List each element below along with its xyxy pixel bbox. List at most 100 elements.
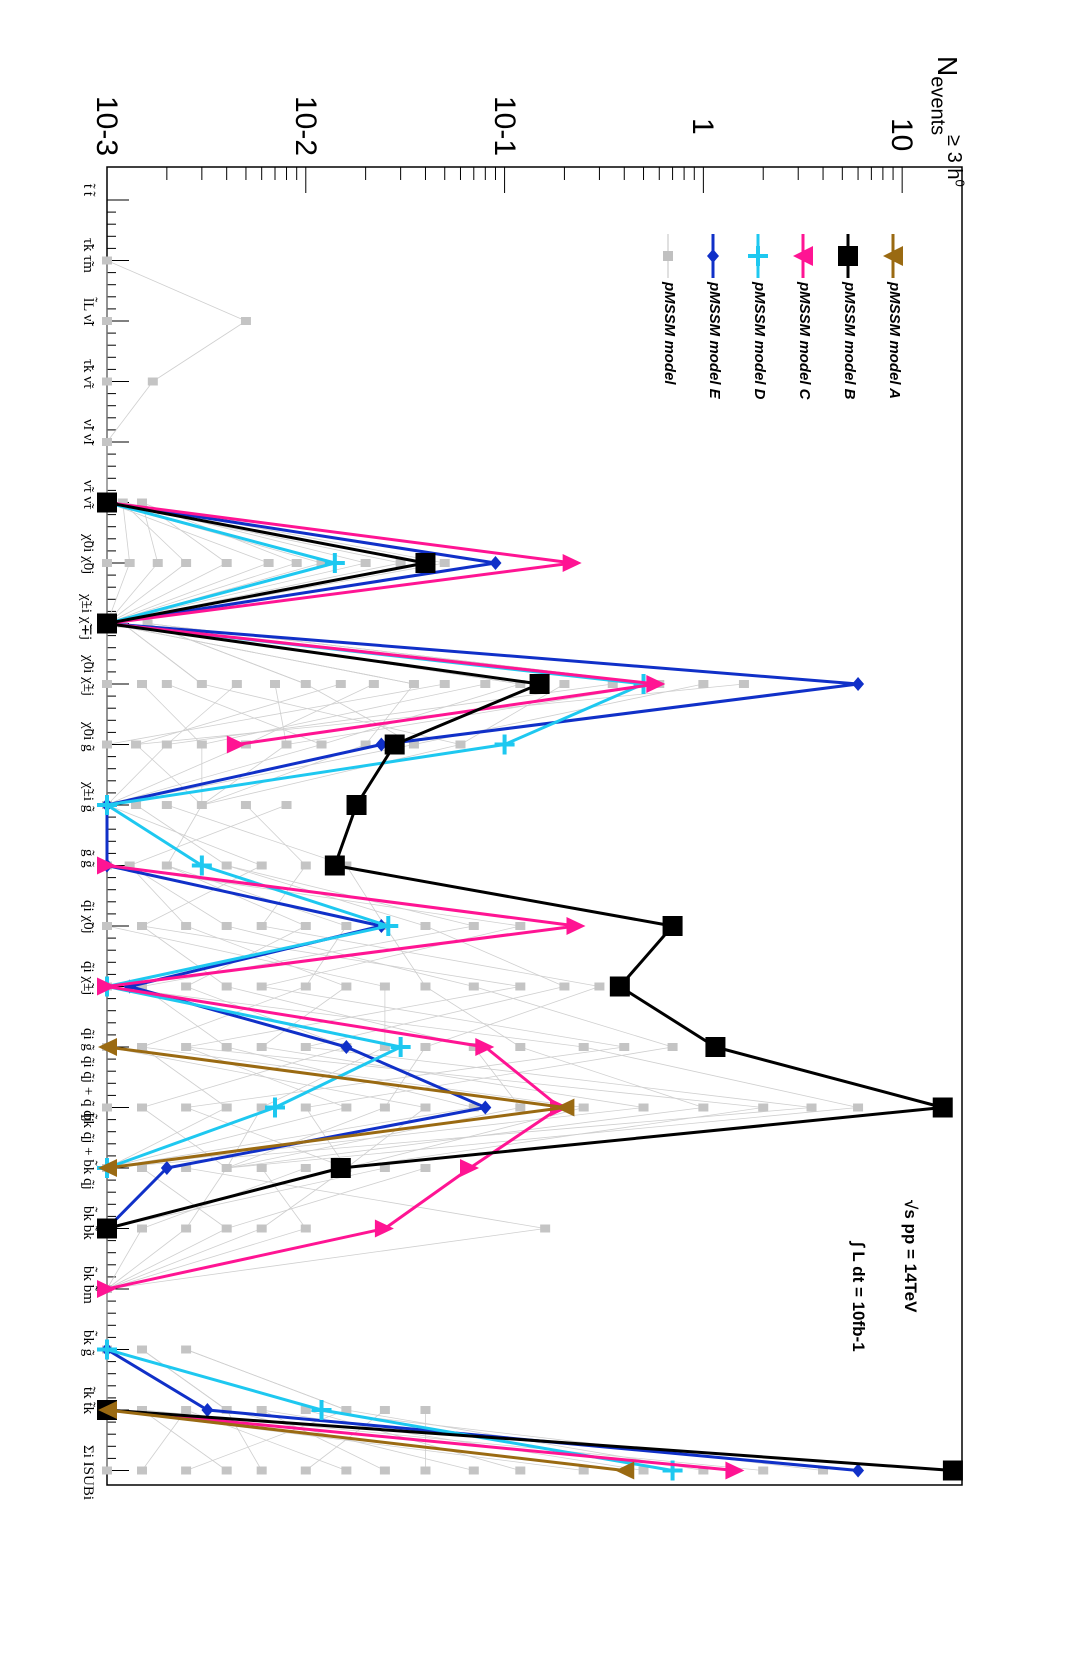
background-point [221, 1164, 232, 1172]
data-point-triangle [555, 1098, 575, 1117]
background-point [578, 1103, 589, 1112]
category-label: q̃i χ̃0j [80, 900, 96, 934]
background-point [420, 982, 431, 991]
background-line [106, 986, 584, 1048]
background-line [166, 683, 238, 745]
background-point [102, 740, 112, 749]
background-point [698, 1466, 709, 1475]
background-point [667, 1043, 678, 1051]
background-point [420, 1164, 431, 1172]
y-tick-label: 10-1 [487, 96, 521, 157]
background-line [286, 683, 660, 745]
background-line [261, 925, 521, 987]
background-line [261, 1046, 386, 1108]
data-point-triangle [566, 917, 586, 935]
data-point-triangle [615, 1461, 635, 1480]
background-line [261, 1167, 307, 1229]
background-line [106, 1107, 644, 1169]
background-line [106, 1046, 426, 1108]
background-point [300, 1224, 311, 1233]
background-line [166, 683, 322, 745]
background-point [559, 982, 570, 991]
background-line [185, 1349, 347, 1411]
background-line [106, 562, 131, 624]
background-point [102, 256, 112, 265]
background-point [420, 1466, 431, 1475]
background-point [395, 559, 406, 567]
category-label: t̃k t̃k [80, 1387, 96, 1415]
background-point [221, 922, 232, 930]
background-line [346, 1107, 764, 1169]
background-point [368, 680, 379, 688]
background-line [106, 1228, 262, 1290]
category-label: b̃k b̃m [80, 1266, 96, 1305]
background-point [341, 982, 352, 991]
data-point-triangle [562, 554, 582, 572]
background-point [341, 861, 352, 870]
background-point [221, 1043, 232, 1051]
legend-label: pMSSM model B [841, 282, 858, 400]
background-line [305, 1046, 812, 1108]
background-line [152, 320, 247, 382]
data-point-diamond [852, 677, 865, 691]
background-line [261, 1167, 347, 1229]
legend-marker [793, 246, 813, 266]
background-line [106, 502, 269, 564]
background-line [425, 986, 521, 1048]
category-label: t̃ t̃ [80, 183, 96, 196]
category-label: χ̃0i g̃ [80, 721, 96, 752]
data-point-diamond [160, 1161, 173, 1175]
background-point [137, 922, 148, 930]
background-point [341, 1406, 352, 1414]
background-point [181, 559, 192, 567]
background-point [161, 801, 172, 809]
data-point-diamond [489, 556, 502, 570]
data-point-square [705, 1037, 726, 1057]
background-line [226, 1107, 704, 1169]
background-line [141, 865, 262, 927]
background-point [221, 861, 232, 870]
background-point [256, 982, 267, 991]
background-point [468, 1103, 479, 1112]
background-point [281, 801, 292, 809]
background-line [141, 1046, 347, 1108]
category-label: Σi ISUBi [80, 1444, 96, 1500]
background-line [106, 744, 168, 806]
background-point [181, 1466, 192, 1475]
background-line [106, 744, 247, 806]
background-point [137, 1406, 148, 1414]
data-point-triangle [725, 1461, 745, 1480]
background-point [117, 498, 128, 507]
background-point [853, 1103, 864, 1112]
background-point [181, 922, 192, 930]
series-pmssm-model-a [98, 1038, 635, 1480]
background-point [379, 1043, 390, 1051]
background-point [300, 922, 311, 930]
background-point [256, 1103, 267, 1112]
background-point [196, 680, 207, 688]
background-line [106, 562, 159, 624]
background-line [106, 562, 269, 624]
background-line [261, 865, 307, 927]
background-line [106, 744, 322, 806]
background-point [256, 1224, 267, 1233]
background-line [185, 986, 347, 1048]
background-line [141, 1167, 227, 1229]
background-point [300, 1406, 311, 1414]
background-point [256, 861, 267, 870]
y-tick-label: 10-2 [288, 96, 322, 157]
background-line [106, 562, 297, 624]
background-point [102, 680, 112, 688]
background-point [263, 559, 274, 567]
background-point [379, 1466, 390, 1475]
data-point-square [97, 613, 117, 634]
data-point-square [330, 1158, 351, 1178]
series-pmssm-model-e [101, 495, 865, 1478]
background-point [300, 1103, 311, 1112]
legend-marker [663, 251, 673, 261]
background-line [186, 986, 521, 1048]
data-point-triangle [98, 1401, 117, 1419]
data-point-triangle [97, 1280, 116, 1298]
background-line [106, 1228, 187, 1290]
